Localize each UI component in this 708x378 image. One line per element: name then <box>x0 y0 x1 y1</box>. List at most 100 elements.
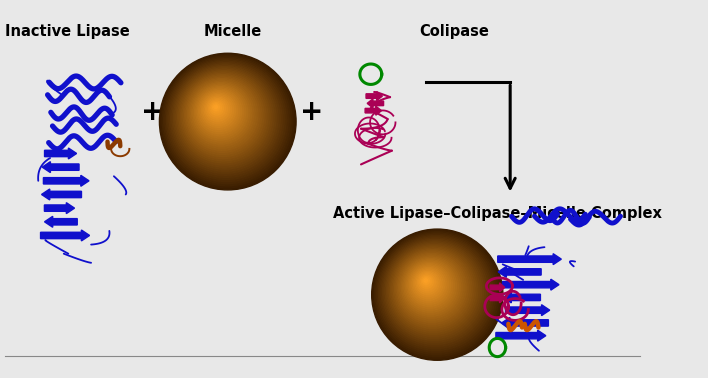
Ellipse shape <box>388 245 479 336</box>
Text: Inactive Lipase: Inactive Lipase <box>4 24 130 39</box>
Ellipse shape <box>203 94 234 125</box>
Ellipse shape <box>214 105 217 108</box>
Ellipse shape <box>212 104 219 111</box>
Ellipse shape <box>207 99 227 119</box>
Ellipse shape <box>423 278 429 284</box>
Ellipse shape <box>372 229 503 360</box>
FancyArrow shape <box>502 318 549 328</box>
Ellipse shape <box>378 235 493 350</box>
FancyArrow shape <box>367 99 384 108</box>
Ellipse shape <box>399 255 464 320</box>
Ellipse shape <box>391 247 476 332</box>
FancyArrow shape <box>490 283 505 292</box>
Ellipse shape <box>420 275 433 288</box>
Ellipse shape <box>396 252 468 324</box>
Ellipse shape <box>183 76 262 155</box>
Ellipse shape <box>196 88 244 136</box>
Ellipse shape <box>182 74 264 156</box>
FancyArrow shape <box>498 266 541 277</box>
Ellipse shape <box>406 262 452 308</box>
Ellipse shape <box>176 69 272 165</box>
Ellipse shape <box>385 242 484 340</box>
Ellipse shape <box>408 263 450 306</box>
FancyArrow shape <box>42 162 79 173</box>
FancyArrow shape <box>365 106 382 115</box>
Ellipse shape <box>166 60 286 180</box>
Ellipse shape <box>384 240 486 342</box>
Ellipse shape <box>192 84 250 142</box>
Ellipse shape <box>409 265 449 304</box>
Ellipse shape <box>190 82 252 144</box>
Ellipse shape <box>189 81 253 146</box>
Ellipse shape <box>164 57 290 184</box>
Ellipse shape <box>211 102 222 113</box>
Ellipse shape <box>168 61 284 177</box>
Ellipse shape <box>393 249 472 328</box>
Ellipse shape <box>208 100 226 117</box>
Ellipse shape <box>404 260 457 312</box>
FancyArrow shape <box>43 175 89 186</box>
Ellipse shape <box>418 273 437 292</box>
Ellipse shape <box>181 73 266 159</box>
FancyArrow shape <box>45 203 74 214</box>
Ellipse shape <box>199 91 239 132</box>
Ellipse shape <box>389 246 478 334</box>
Ellipse shape <box>204 96 232 123</box>
Ellipse shape <box>387 243 481 338</box>
FancyArrow shape <box>45 216 77 227</box>
Ellipse shape <box>175 68 274 167</box>
FancyArrow shape <box>506 305 549 316</box>
Ellipse shape <box>172 65 278 171</box>
Ellipse shape <box>185 77 260 152</box>
Ellipse shape <box>413 269 443 298</box>
FancyArrow shape <box>498 254 561 265</box>
Ellipse shape <box>376 233 497 354</box>
Ellipse shape <box>382 239 487 344</box>
Ellipse shape <box>379 237 491 348</box>
Ellipse shape <box>165 59 288 181</box>
Ellipse shape <box>401 257 460 316</box>
FancyArrow shape <box>40 230 90 241</box>
Ellipse shape <box>202 93 236 127</box>
Ellipse shape <box>405 261 455 310</box>
Ellipse shape <box>375 232 499 356</box>
Ellipse shape <box>173 67 276 169</box>
Ellipse shape <box>377 234 495 352</box>
Ellipse shape <box>411 266 447 302</box>
Ellipse shape <box>421 276 431 286</box>
Ellipse shape <box>159 53 296 190</box>
Ellipse shape <box>415 270 441 296</box>
Ellipse shape <box>400 256 462 318</box>
FancyArrow shape <box>42 189 81 200</box>
Ellipse shape <box>193 85 248 140</box>
Ellipse shape <box>412 268 445 300</box>
FancyArrow shape <box>496 330 546 341</box>
Ellipse shape <box>397 253 466 322</box>
Ellipse shape <box>424 279 428 282</box>
Ellipse shape <box>186 79 258 150</box>
Ellipse shape <box>205 97 229 121</box>
Ellipse shape <box>210 101 224 115</box>
Text: +: + <box>142 99 165 127</box>
Text: Colipase: Colipase <box>419 24 489 39</box>
Text: Micelle: Micelle <box>204 24 263 39</box>
Ellipse shape <box>416 271 439 294</box>
Ellipse shape <box>381 238 489 346</box>
Text: +: + <box>300 99 324 127</box>
Ellipse shape <box>200 92 238 130</box>
FancyArrow shape <box>490 294 505 303</box>
Ellipse shape <box>161 54 294 188</box>
FancyArrow shape <box>45 148 76 159</box>
Ellipse shape <box>198 89 241 134</box>
FancyArrow shape <box>503 279 559 290</box>
Ellipse shape <box>188 80 256 148</box>
Ellipse shape <box>171 64 280 173</box>
Ellipse shape <box>179 72 268 161</box>
Ellipse shape <box>178 71 270 163</box>
Ellipse shape <box>169 63 282 175</box>
Ellipse shape <box>394 251 470 326</box>
Text: Active Lipase–Colipase–Micelle Complex: Active Lipase–Colipase–Micelle Complex <box>333 206 661 221</box>
Ellipse shape <box>403 259 458 314</box>
FancyArrow shape <box>503 292 540 303</box>
Ellipse shape <box>392 248 474 330</box>
